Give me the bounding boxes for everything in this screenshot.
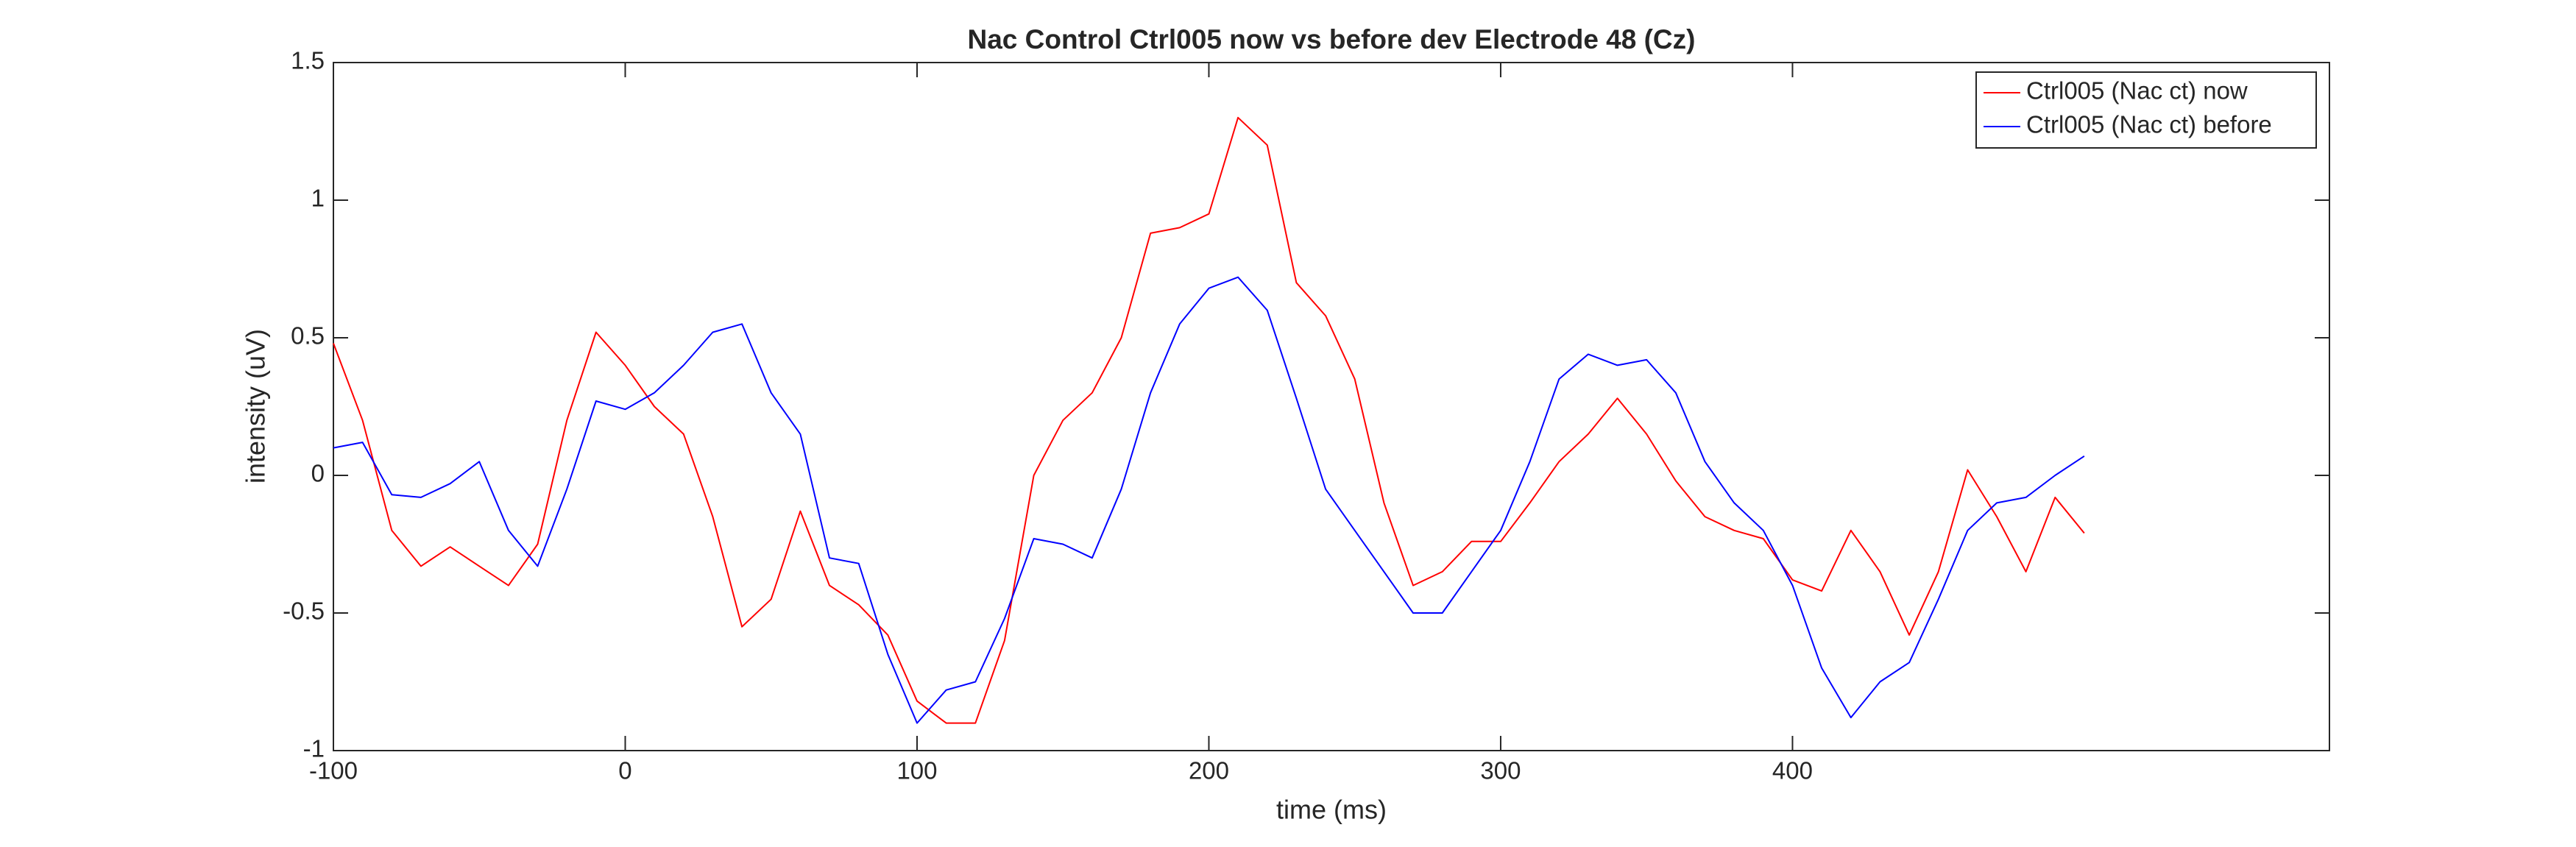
plot-frame	[333, 62, 2330, 751]
y-tick-label: 1	[311, 185, 325, 212]
x-tick-label: 200	[1189, 757, 1229, 784]
x-tick-label: 0	[618, 757, 631, 784]
x-axis-label: time (ms)	[1276, 795, 1387, 825]
y-tick-label: 0	[311, 460, 325, 487]
x-tick-label: -100	[309, 757, 358, 784]
y-axis-label: intensity (uV)	[241, 329, 271, 483]
y-tick-label: -1	[303, 735, 325, 762]
x-tick-label: 300	[1480, 757, 1521, 784]
x-tick-label: 100	[896, 757, 937, 784]
legend-box	[1975, 71, 2317, 149]
y-tick-label: 1.5	[291, 47, 325, 74]
series-line	[333, 276, 2085, 724]
legend-label: Ctrl005 (Nac ct) before	[2026, 111, 2272, 138]
legend-label: Ctrl005 (Nac ct) now	[2026, 77, 2248, 104]
chart-title: Nac Control Ctrl005 now vs before dev El…	[968, 24, 1696, 54]
x-tick-label: 400	[1772, 757, 1813, 784]
y-tick-label: -0.5	[283, 598, 325, 625]
y-tick-label: 0.5	[291, 322, 325, 350]
series-line	[333, 116, 2085, 724]
